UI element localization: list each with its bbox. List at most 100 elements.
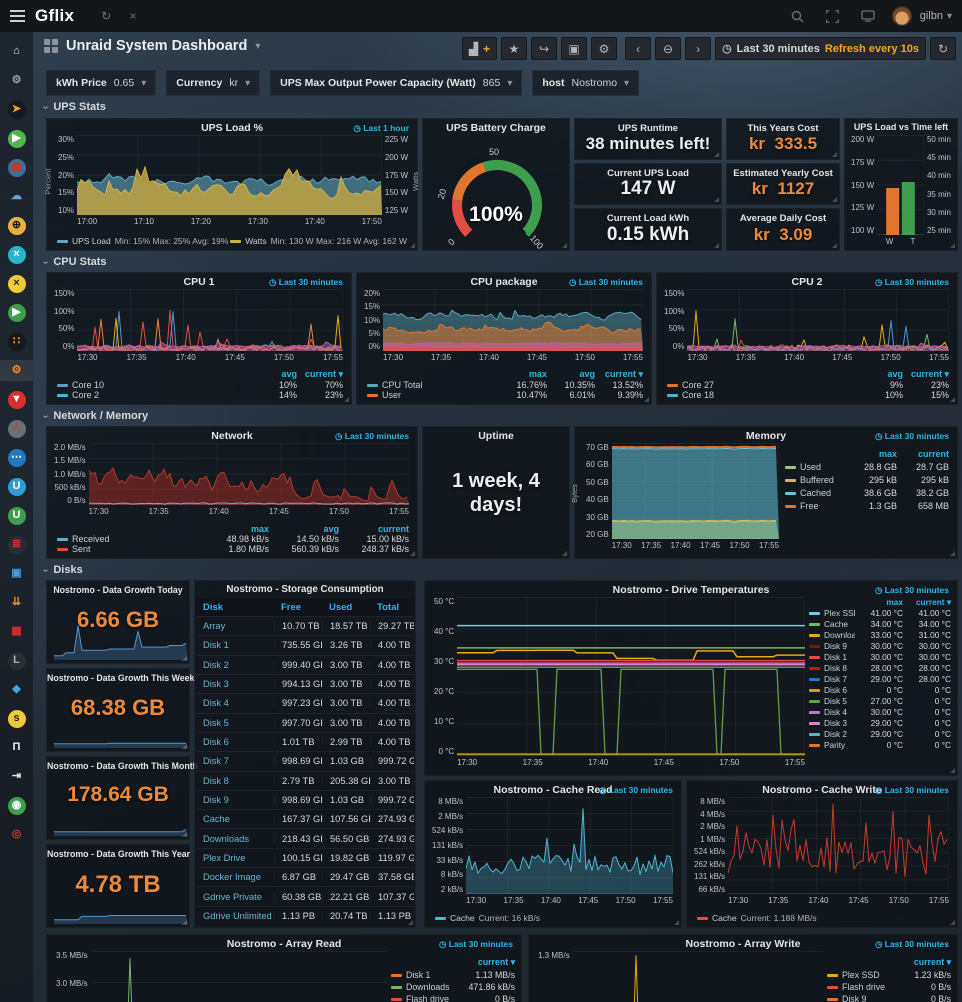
user-menu[interactable]: gilbn xyxy=(919,10,943,22)
legend-column[interactable]: max xyxy=(878,449,897,459)
legend-item[interactable]: Flash drive xyxy=(827,982,889,992)
legend-column[interactable]: current ▾ xyxy=(910,369,949,379)
close-icon[interactable]: × xyxy=(129,9,137,23)
sidebar-item-app-yellow-x[interactable]: × xyxy=(0,273,33,294)
legend-column[interactable]: avg xyxy=(281,369,297,379)
section-ups-stats[interactable]: › UPS Stats xyxy=(40,101,106,113)
disk-link[interactable]: Disk 5 xyxy=(203,717,229,728)
column-header[interactable]: Disk xyxy=(203,602,224,613)
section-network-memory[interactable]: › Network / Memory xyxy=(40,410,149,422)
variable-ups-max-output-power-capacity-watt-[interactable]: UPS Max Output Power Capacity (Watt) 865 ▾ xyxy=(270,70,523,96)
variable-host[interactable]: host Nostromo ▾ xyxy=(532,70,640,96)
stat-title[interactable]: This Years Cost xyxy=(747,123,819,134)
panel-title[interactable]: Nostromo - Cache Write xyxy=(762,784,882,796)
legend-column[interactable]: current ▾ xyxy=(604,369,643,379)
legend-column[interactable]: current ▾ xyxy=(915,597,951,607)
fullscreen-icon[interactable] xyxy=(825,9,839,23)
panel-title[interactable]: Nostromo - Cache Read xyxy=(493,784,613,796)
back-button[interactable]: ‹ xyxy=(625,37,652,60)
sidebar-item-app-shield[interactable]: ▼ xyxy=(0,389,33,410)
legend-item[interactable]: Used xyxy=(785,462,845,472)
stat-title[interactable]: Current Load kWh xyxy=(606,213,690,224)
forward-button[interactable]: › xyxy=(685,37,712,60)
disk-link[interactable]: Disk 1 xyxy=(203,640,229,651)
legend-item[interactable]: Disk 1 xyxy=(809,652,855,662)
zoom-out-button[interactable]: ⊖ xyxy=(655,37,682,60)
sidebar-item-app-movies[interactable]: ▦ xyxy=(0,157,33,178)
section-disks[interactable]: › Disks xyxy=(40,564,83,576)
legend-item[interactable]: Cache Current: 1.188 MB/s xyxy=(697,913,817,923)
sidebar-item-app-lazy[interactable]: L xyxy=(0,650,33,671)
chart-plot[interactable] xyxy=(54,800,188,836)
chart-plot[interactable] xyxy=(88,443,409,505)
panel-title[interactable]: Nostromo - Data Growth This Year xyxy=(47,849,191,859)
sidebar-item-app-teal-x[interactable]: × xyxy=(0,244,33,265)
legend-item[interactable]: Downloads xyxy=(809,630,855,640)
time-range-button[interactable]: ◷ Last 30 minutes Refresh every 10s xyxy=(715,37,926,60)
settings-button[interactable]: ⚙ xyxy=(591,37,618,60)
panel-title[interactable]: Nostromo - Data Growth This Month xyxy=(47,761,199,771)
panel-title[interactable]: CPU 2 xyxy=(791,276,823,288)
refresh-button[interactable]: ↻ xyxy=(930,37,956,60)
legend-item[interactable]: CPU Total xyxy=(367,380,499,390)
panel-title[interactable]: Nostromo - Array Write xyxy=(685,938,801,950)
chart-plot[interactable] xyxy=(77,289,344,351)
legend-item[interactable]: Disk 2 xyxy=(809,729,855,739)
legend-item[interactable]: Plex SSD xyxy=(809,608,855,618)
chart-plot[interactable] xyxy=(457,597,806,756)
sidebar-item-home[interactable]: ⌂ xyxy=(0,41,33,62)
sidebar-item-logout[interactable]: ⇥ xyxy=(0,766,33,787)
column-header[interactable]: Total xyxy=(377,602,399,613)
sidebar-item-app-lines[interactable]: ≣ xyxy=(0,534,33,555)
disk-link[interactable]: Disk 3 xyxy=(203,679,229,690)
disk-link[interactable]: Docker Image xyxy=(203,872,261,883)
column-header[interactable]: Used xyxy=(329,602,353,613)
disk-link[interactable]: Downloads xyxy=(203,833,249,844)
chart-plot[interactable] xyxy=(383,289,644,351)
legend-column[interactable]: max xyxy=(528,369,547,379)
sidebar-item-app-green-u[interactable]: U xyxy=(0,505,33,526)
legend-item[interactable]: Disk 7 xyxy=(809,674,855,684)
panel-title[interactable]: UPS Load % xyxy=(201,122,263,134)
sidebar-item-app-jackett[interactable]: ⊕ xyxy=(0,215,33,236)
legend-item[interactable]: Disk 4 xyxy=(809,707,855,717)
search-icon[interactable] xyxy=(791,10,804,23)
legend-item[interactable]: Flash drive xyxy=(391,994,453,1002)
legend-item[interactable]: Parity xyxy=(809,740,855,750)
panel-title[interactable]: Nostromo - Array Read xyxy=(226,938,342,950)
legend-item[interactable]: Watts Min: 130 W Max: 216 W Avg: 162 W xyxy=(230,236,407,246)
sidebar-item-app-cloud[interactable]: ☁ xyxy=(0,186,33,207)
variable-kwh-price[interactable]: kWh Price 0.65 ▾ xyxy=(46,70,157,96)
legend-column[interactable]: current ▾ xyxy=(304,369,343,379)
chart-plot[interactable] xyxy=(90,951,387,1002)
column-header[interactable]: Free xyxy=(281,602,302,613)
panel-title[interactable]: Uptime xyxy=(478,430,514,442)
legend-item[interactable]: UPS Load Min: 15% Max: 25% Avg: 19% xyxy=(57,236,228,246)
panel-title[interactable]: Nostromo - Data Growth This Week xyxy=(47,673,195,683)
sidebar-item-app-graph-dots[interactable]: ∷ xyxy=(0,331,33,352)
star-button[interactable]: ★ xyxy=(501,37,528,60)
legend-item[interactable]: Cache xyxy=(809,619,855,629)
legend-column[interactable]: current ▾ xyxy=(477,957,515,967)
sidebar-item-app-orange-arrow[interactable]: ➤ xyxy=(0,99,33,120)
legend-item[interactable]: Disk 5 xyxy=(809,696,855,706)
sidebar-item-app-bank[interactable]: Π xyxy=(0,737,33,758)
sidebar-item-app-github[interactable]: ◉ xyxy=(0,795,33,816)
legend-column[interactable]: current ▾ xyxy=(913,957,951,967)
legend-item[interactable]: Core 18 xyxy=(667,390,857,400)
dashboard-title[interactable]: Unraid System Dashboard xyxy=(66,38,248,54)
panel-title[interactable]: Network xyxy=(211,430,253,442)
sidebar-item-app-ubiquiti[interactable]: U xyxy=(0,476,33,497)
panel-title[interactable]: CPU 1 xyxy=(183,276,215,288)
sidebar-item-app-green-play[interactable]: ▶ xyxy=(0,302,33,323)
stat-title[interactable]: Estimated Yearly Cost xyxy=(733,168,833,179)
sidebar-item-app-grey-red[interactable]: ∴ xyxy=(0,418,33,439)
legend-item[interactable]: Free xyxy=(785,501,845,511)
panel-title[interactable]: CPU package xyxy=(470,276,538,288)
sidebar-item-app-sab[interactable]: s xyxy=(0,708,33,729)
chart-plot[interactable] xyxy=(77,135,383,215)
sidebar-item-app-down-arrows[interactable]: ⇊ xyxy=(0,592,33,613)
panel-title[interactable]: Nostromo - Data Growth Today xyxy=(53,585,183,595)
legend-item[interactable]: Core 27 xyxy=(667,380,857,390)
disk-link[interactable]: Disk 7 xyxy=(203,756,229,767)
